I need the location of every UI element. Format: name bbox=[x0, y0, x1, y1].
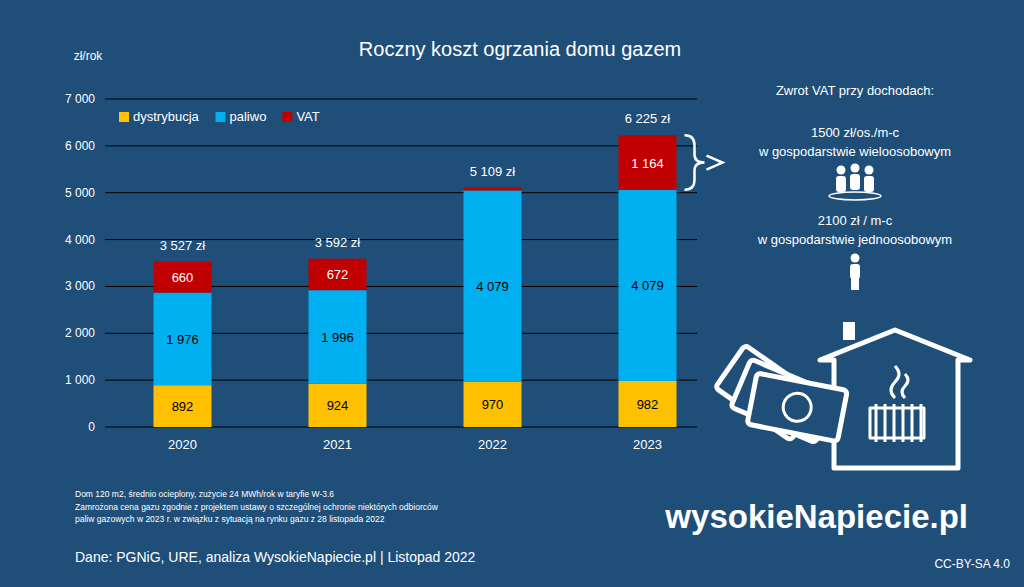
data-labels: 892 924 970 982 1 976 1 996 4 079 4 079 660 672 1 … bbox=[166, 156, 664, 415]
icon-part bbox=[865, 166, 874, 175]
grid-line bbox=[105, 145, 697, 146]
y-tick-label: 5 000 bbox=[65, 186, 95, 200]
y-tick-label: 0 bbox=[88, 420, 95, 434]
footnote: Zamrożona cena gazu zgodnie z projektem … bbox=[75, 502, 439, 512]
y-tick-label: 6 000 bbox=[65, 139, 95, 153]
legend: dystrybucja paliwo VAT bbox=[119, 109, 320, 124]
x-tick-label: 2020 bbox=[168, 437, 197, 452]
data-label: 4 079 bbox=[476, 279, 509, 294]
icon-part bbox=[836, 176, 846, 192]
y-tick-label: 2 000 bbox=[65, 326, 95, 340]
icon-part bbox=[884, 404, 887, 442]
bar-segment bbox=[154, 385, 212, 427]
data-label: 660 bbox=[172, 270, 194, 285]
annotation: 1500 zł/os./m-c bbox=[811, 125, 900, 140]
icon-part bbox=[902, 404, 905, 442]
icon-part bbox=[837, 166, 846, 175]
legend-label: dystrybucja bbox=[133, 109, 200, 124]
icon-part bbox=[843, 322, 855, 340]
logo: wysokieNapiecie.pl bbox=[664, 498, 968, 535]
icon-part bbox=[911, 404, 914, 442]
data-label: 672 bbox=[327, 267, 349, 282]
bar-segment bbox=[309, 384, 367, 427]
total-label: 6 225 zł bbox=[625, 111, 671, 126]
data-label: 1 996 bbox=[321, 330, 354, 345]
legend-swatch bbox=[282, 112, 292, 122]
grid-line bbox=[105, 192, 697, 193]
bar-segment bbox=[619, 190, 677, 381]
icon-part bbox=[891, 366, 899, 398]
source: Dane: PGNiG, URE, analiza WysokieNapieci… bbox=[75, 549, 476, 565]
icon-part bbox=[851, 254, 860, 263]
y-tick-label: 7 000 bbox=[65, 92, 95, 106]
bar-segment bbox=[464, 382, 522, 427]
y-axis-line bbox=[105, 99, 106, 427]
legend-label: paliwo bbox=[230, 109, 267, 124]
bar-segment bbox=[619, 381, 677, 427]
total-label: 5 109 zł bbox=[470, 164, 516, 179]
icon-part bbox=[902, 374, 908, 398]
banknote bbox=[747, 373, 847, 442]
legend-swatch bbox=[119, 112, 129, 122]
icon-part bbox=[829, 192, 881, 200]
license: CC-BY-SA 4.0 bbox=[934, 557, 1010, 571]
people-icon bbox=[829, 164, 881, 201]
bar-segment bbox=[309, 290, 367, 384]
data-label: 1 164 bbox=[631, 156, 664, 171]
annotation: w gospodarstwie jednoosobowym bbox=[757, 232, 952, 247]
bar-segment bbox=[154, 262, 212, 293]
person-icon bbox=[850, 254, 860, 291]
data-label: 4 079 bbox=[631, 278, 664, 293]
icon-part bbox=[850, 264, 860, 279]
data-label: 924 bbox=[327, 398, 349, 413]
bar-segment bbox=[309, 259, 367, 290]
annotation: 2100 zł / m-c bbox=[818, 213, 893, 228]
icon-part bbox=[875, 404, 878, 442]
total-label: 3 592 zł bbox=[315, 235, 361, 250]
grid bbox=[105, 99, 697, 427]
y-tick-label: 3 000 bbox=[65, 279, 95, 293]
footnote: Dom 120 m2, średnio ocieplony, zużycie 2… bbox=[75, 489, 334, 499]
icon-part bbox=[747, 373, 847, 442]
icon-part bbox=[870, 408, 924, 438]
x-tick-label: 2021 bbox=[323, 437, 352, 452]
brace bbox=[685, 135, 705, 190]
house-money-icon bbox=[715, 322, 970, 468]
y-tick-label: 1 000 bbox=[65, 373, 95, 387]
icon-part bbox=[850, 174, 860, 190]
y-axis-title: zł/rok bbox=[74, 49, 104, 63]
bar-segment bbox=[154, 293, 212, 386]
annotation: w gospodarstwie wieloosobowym bbox=[758, 144, 951, 159]
y-tick-label: 4 000 bbox=[65, 233, 95, 247]
icon-part bbox=[851, 164, 860, 173]
bar-segment bbox=[464, 188, 522, 191]
data-label: 982 bbox=[637, 397, 659, 412]
data-label: 1 976 bbox=[166, 332, 199, 347]
x-tick-label: 2022 bbox=[478, 437, 507, 452]
icon-part bbox=[893, 404, 896, 442]
icon-part bbox=[851, 278, 859, 290]
bars bbox=[154, 135, 677, 427]
icon-part bbox=[864, 176, 874, 192]
title: Roczny koszt ogrzania domu gazem bbox=[359, 38, 681, 60]
bar-segment bbox=[464, 190, 522, 381]
icon-part bbox=[781, 391, 814, 424]
data-label: 970 bbox=[482, 397, 504, 412]
bar-segment bbox=[619, 135, 677, 190]
legend-label: VAT bbox=[296, 109, 319, 124]
total-label: 3 527 zł bbox=[160, 238, 206, 253]
footnote: paliw gazowych w 2023 r. w związku z syt… bbox=[75, 514, 385, 524]
chart: Roczny koszt ogrzania domu gazem zł/rok 0 1… bbox=[0, 0, 1024, 587]
icon-part bbox=[920, 404, 923, 442]
background bbox=[0, 0, 1024, 587]
data-label: 892 bbox=[172, 399, 194, 414]
grid-line bbox=[105, 99, 697, 100]
annotation: Zwrot VAT przy dochodach: bbox=[776, 83, 934, 98]
x-tick-label: 2023 bbox=[633, 437, 662, 452]
legend-swatch bbox=[216, 112, 226, 122]
brace-arrow bbox=[707, 156, 723, 170]
